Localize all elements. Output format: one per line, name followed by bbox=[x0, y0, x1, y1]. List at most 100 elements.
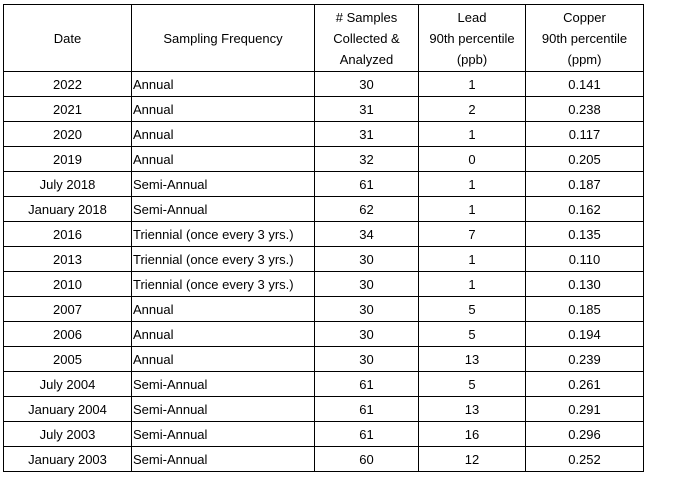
lead-cell: 1 bbox=[418, 246, 526, 272]
lead-cell: 0 bbox=[418, 146, 526, 172]
samples-cell: 31 bbox=[314, 96, 419, 122]
samples-cell: 30 bbox=[314, 321, 419, 347]
samples-cell: 61 bbox=[314, 421, 419, 447]
samples-cell: 62 bbox=[314, 196, 419, 222]
samples-header: # Samples Collected & Analyzed bbox=[314, 4, 419, 72]
copper-cell: 0.291 bbox=[525, 396, 644, 422]
frequency-cell: Semi-Annual bbox=[131, 371, 315, 397]
table-row: 2006 Annual 30 5 0.194 bbox=[3, 321, 644, 347]
lead-cell: 5 bbox=[418, 296, 526, 322]
frequency-cell: Semi-Annual bbox=[131, 421, 315, 447]
date-cell: July 2003 bbox=[3, 421, 132, 447]
table-row: July 2018 Semi-Annual 61 1 0.187 bbox=[3, 171, 644, 197]
table-row: 2016 Triennial (once every 3 yrs.) 34 7 0.13… bbox=[3, 221, 644, 247]
header-line: Collected & bbox=[333, 30, 400, 46]
table-row: 2007 Annual 30 5 0.185 bbox=[3, 296, 644, 322]
frequency-cell: Semi-Annual bbox=[131, 171, 315, 197]
lead-cell: 12 bbox=[418, 446, 526, 472]
copper-cell: 0.187 bbox=[525, 171, 644, 197]
lead-cell: 1 bbox=[418, 121, 526, 147]
date-cell: 2016 bbox=[3, 221, 132, 247]
samples-cell: 30 bbox=[314, 71, 419, 97]
table-row: July 2003 Semi-Annual 61 16 0.296 bbox=[3, 421, 644, 447]
frequency-cell: Triennial (once every 3 yrs.) bbox=[131, 221, 315, 247]
lead-cell: 13 bbox=[418, 396, 526, 422]
table-row: 2005 Annual 30 13 0.239 bbox=[3, 346, 644, 372]
table-row: January 2004 Semi-Annual 61 13 0.291 bbox=[3, 396, 644, 422]
date-cell: 2010 bbox=[3, 271, 132, 297]
header-line: (ppb) bbox=[456, 51, 488, 67]
header-line: 90th percentile bbox=[541, 30, 628, 46]
header-row: Date Sampling Frequency # Samples Collected… bbox=[3, 4, 644, 72]
table-container: Date Sampling Frequency # Samples Collected… bbox=[3, 4, 644, 472]
frequency-cell: Annual bbox=[131, 346, 315, 372]
samples-cell: 30 bbox=[314, 346, 419, 372]
date-cell: 2022 bbox=[3, 71, 132, 97]
frequency-cell: Annual bbox=[131, 71, 315, 97]
date-cell: January 2004 bbox=[3, 396, 132, 422]
table-row: 2010 Triennial (once every 3 yrs.) 30 1 0.13… bbox=[3, 271, 644, 297]
date-header: Date bbox=[3, 4, 132, 72]
samples-cell: 30 bbox=[314, 246, 419, 272]
samples-cell: 32 bbox=[314, 146, 419, 172]
samples-cell: 61 bbox=[314, 371, 419, 397]
table-row: 2019 Annual 32 0 0.205 bbox=[3, 146, 644, 172]
header-line: 90th percentile bbox=[429, 30, 515, 46]
lead-cell: 5 bbox=[418, 321, 526, 347]
date-cell: January 2003 bbox=[3, 446, 132, 472]
date-cell: 2005 bbox=[3, 346, 132, 372]
table-row: 2021 Annual 31 2 0.238 bbox=[3, 96, 644, 122]
copper-cell: 0.296 bbox=[525, 421, 644, 447]
samples-cell: 34 bbox=[314, 221, 419, 247]
copper-cell: 0.185 bbox=[525, 296, 644, 322]
header-line: (ppm) bbox=[567, 51, 602, 67]
lead-cell: 1 bbox=[418, 196, 526, 222]
copper-cell: 0.194 bbox=[525, 321, 644, 347]
copper-cell: 0.239 bbox=[525, 346, 644, 372]
date-cell: 2013 bbox=[3, 246, 132, 272]
frequency-cell: Annual bbox=[131, 121, 315, 147]
copper-cell: 0.252 bbox=[525, 446, 644, 472]
frequency-cell: Semi-Annual bbox=[131, 446, 315, 472]
table-row: January 2003 Semi-Annual 60 12 0.252 bbox=[3, 446, 644, 472]
date-cell: 2019 bbox=[3, 146, 132, 172]
header-line: # Samples bbox=[335, 9, 398, 25]
copper-cell: 0.130 bbox=[525, 271, 644, 297]
lead-cell: 1 bbox=[418, 171, 526, 197]
copper-cell: 0.261 bbox=[525, 371, 644, 397]
samples-cell: 31 bbox=[314, 121, 419, 147]
header-line: Copper bbox=[563, 9, 606, 25]
date-cell: July 2018 bbox=[3, 171, 132, 197]
samples-cell: 60 bbox=[314, 446, 419, 472]
frequency-cell: Annual bbox=[131, 96, 315, 122]
copper-cell: 0.117 bbox=[525, 121, 644, 147]
lead-cell: 1 bbox=[418, 71, 526, 97]
lead-cell: 7 bbox=[418, 221, 526, 247]
lead-header: Lead 90th percentile (ppb) bbox=[418, 4, 526, 72]
lead-cell: 5 bbox=[418, 371, 526, 397]
date-cell: July 2004 bbox=[3, 371, 132, 397]
header-line: Analyzed bbox=[339, 51, 394, 67]
table-row: July 2004 Semi-Annual 61 5 0.261 bbox=[3, 371, 644, 397]
copper-cell: 0.135 bbox=[525, 221, 644, 247]
copper-header: Copper 90th percentile (ppm) bbox=[525, 4, 644, 72]
samples-cell: 30 bbox=[314, 296, 419, 322]
date-cell: 2021 bbox=[3, 96, 132, 122]
copper-cell: 0.162 bbox=[525, 196, 644, 222]
frequency-cell: Semi-Annual bbox=[131, 196, 315, 222]
samples-cell: 30 bbox=[314, 271, 419, 297]
copper-cell: 0.205 bbox=[525, 146, 644, 172]
samples-cell: 61 bbox=[314, 171, 419, 197]
frequency-cell: Semi-Annual bbox=[131, 396, 315, 422]
header-line: Date bbox=[53, 30, 82, 46]
lead-cell: 13 bbox=[418, 346, 526, 372]
frequency-cell: Annual bbox=[131, 321, 315, 347]
date-cell: 2006 bbox=[3, 321, 132, 347]
date-cell: 2007 bbox=[3, 296, 132, 322]
sampling-results-table: Date Sampling Frequency # Samples Collected… bbox=[3, 4, 644, 472]
copper-cell: 0.238 bbox=[525, 96, 644, 122]
frequency-cell: Annual bbox=[131, 296, 315, 322]
table-row: 2013 Triennial (once every 3 yrs.) 30 1 0.11… bbox=[3, 246, 644, 272]
samples-cell: 61 bbox=[314, 396, 419, 422]
copper-cell: 0.141 bbox=[525, 71, 644, 97]
